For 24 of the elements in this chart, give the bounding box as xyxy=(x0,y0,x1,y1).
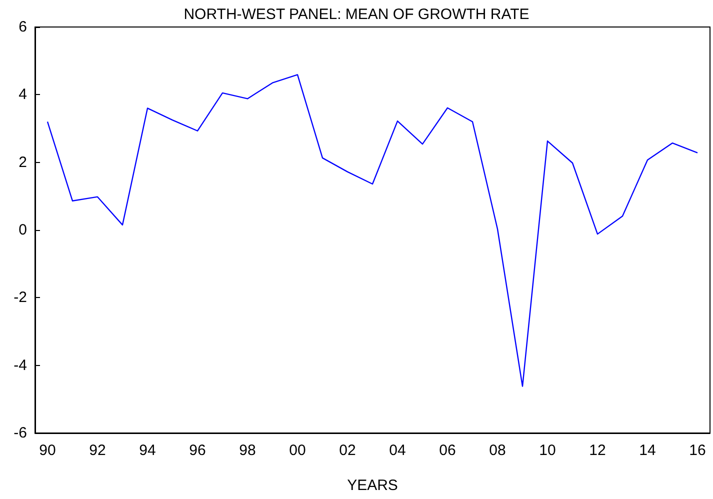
x-tick-label: 10 xyxy=(539,442,556,459)
x-tick-label: 08 xyxy=(489,442,506,459)
y-tick-label: -2 xyxy=(14,289,27,306)
x-tick-label: 12 xyxy=(589,442,606,459)
x-tick-label: 14 xyxy=(639,442,656,459)
chart-title: NORTH-WEST PANEL: MEAN OF GROWTH RATE xyxy=(184,6,530,23)
y-tick-label: 4 xyxy=(18,86,27,104)
line-series xyxy=(46,74,698,387)
x-tick-label: 02 xyxy=(339,442,356,459)
y-tick-label: 6 xyxy=(18,18,27,36)
y-tick-label: -4 xyxy=(14,356,27,374)
x-tick-label: 04 xyxy=(389,442,406,459)
x-tick-label: 06 xyxy=(439,442,456,459)
x-tick-label: 98 xyxy=(239,442,256,459)
x-tick-label: 16 xyxy=(689,442,706,459)
x-tick-label: 94 xyxy=(139,442,156,459)
x-tick-label: 92 xyxy=(89,442,106,459)
y-tick-label: 2 xyxy=(18,154,27,171)
x-tick-label: 00 xyxy=(289,442,306,459)
x-tick-label: 90 xyxy=(39,442,56,459)
x-axis-title: YEARS xyxy=(347,477,398,494)
y-tick-label: -6 xyxy=(14,424,27,442)
x-tick-label: 96 xyxy=(189,442,206,459)
y-tick-label: 0 xyxy=(18,222,27,238)
